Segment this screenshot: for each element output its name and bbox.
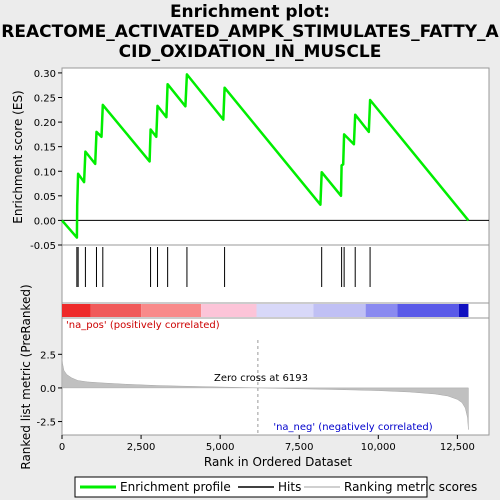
x-tick-label: 7,500: [285, 442, 314, 453]
es-y-tick-label: 0.00: [34, 216, 56, 227]
hits-layer: [76, 247, 371, 287]
ranking-metric-area: [61, 358, 469, 430]
x-tick-label: 5,000: [206, 442, 235, 453]
metric-y-tick-label: -2.5: [36, 418, 56, 429]
es-y-tick-label: 0.10: [34, 167, 56, 178]
colorbar-segment: [397, 304, 459, 317]
title-line-2: REACTOME_ACTIVATED_AMPK_STIMULATES_FATTY…: [1, 22, 499, 42]
colorbar-segment: [458, 304, 469, 317]
colorbar-segment: [365, 304, 398, 317]
es-y-axis-label: Enrichment score (ES): [11, 90, 25, 223]
na-neg-label: 'na_neg' (negatively correlated): [273, 422, 432, 433]
colorbar-segment: [313, 304, 366, 317]
es-panel-frame: [61, 67, 490, 246]
title-line-1: Enrichment plot:: [169, 2, 331, 22]
colorbar-segment: [201, 304, 257, 317]
es-layer: -0.05 0.00 0.05 0.10 0.15 0.20 0.25 0.30: [30, 69, 489, 252]
legend-label-hits: Hits: [278, 480, 301, 494]
metric-y-tick-label: 2.5: [40, 350, 56, 361]
colorbar-segment: [256, 304, 314, 317]
title-line-3: CID_OXIDATION_IN_MUSCLE: [118, 42, 382, 62]
zero-cross-label: Zero cross at 6193: [214, 373, 308, 384]
metric-y-tick-label: 0.0: [40, 384, 56, 395]
x-tick-label: 2,500: [127, 442, 156, 453]
es-y-tick-label: 0.30: [34, 69, 56, 80]
metric-y-axis-label: Ranked list metric (PreRanked): [19, 284, 33, 469]
chart-title: Enrichment plot: REACTOME_ACTIVATED_AMPK…: [0, 2, 500, 62]
legend-label-metric: Ranking metric scores: [344, 480, 477, 494]
es-y-tick-label: 0.05: [34, 192, 56, 203]
es-y-tick-label: 0.15: [34, 143, 56, 154]
es-y-tick-label: -0.05: [30, 241, 56, 252]
na-pos-label: 'na_pos' (positively correlated): [66, 320, 220, 331]
x-tick-label: 10,000: [361, 442, 396, 453]
metric-layer: -2.5 0.0 2.5 0 2,500 5,000 7,500 10,000 12,500: [36, 340, 475, 453]
x-tick-label: 0: [59, 442, 65, 453]
x-tick-label: 12,500: [440, 442, 475, 453]
colorbar-segment: [90, 304, 142, 317]
colorbar-segment: [141, 304, 202, 317]
x-axis-label: Rank in Ordered Dataset: [204, 455, 352, 469]
es-y-tick-label: 0.20: [34, 118, 56, 129]
colorbar-segment: [62, 304, 91, 317]
colorbar-layer: [62, 304, 469, 317]
legend-label-enrichment: Enrichment profile: [120, 480, 231, 494]
enrichment-profile-line: [61, 73, 470, 239]
hits-panel-frame: [61, 244, 490, 304]
es-y-tick-label: 0.25: [34, 94, 56, 105]
